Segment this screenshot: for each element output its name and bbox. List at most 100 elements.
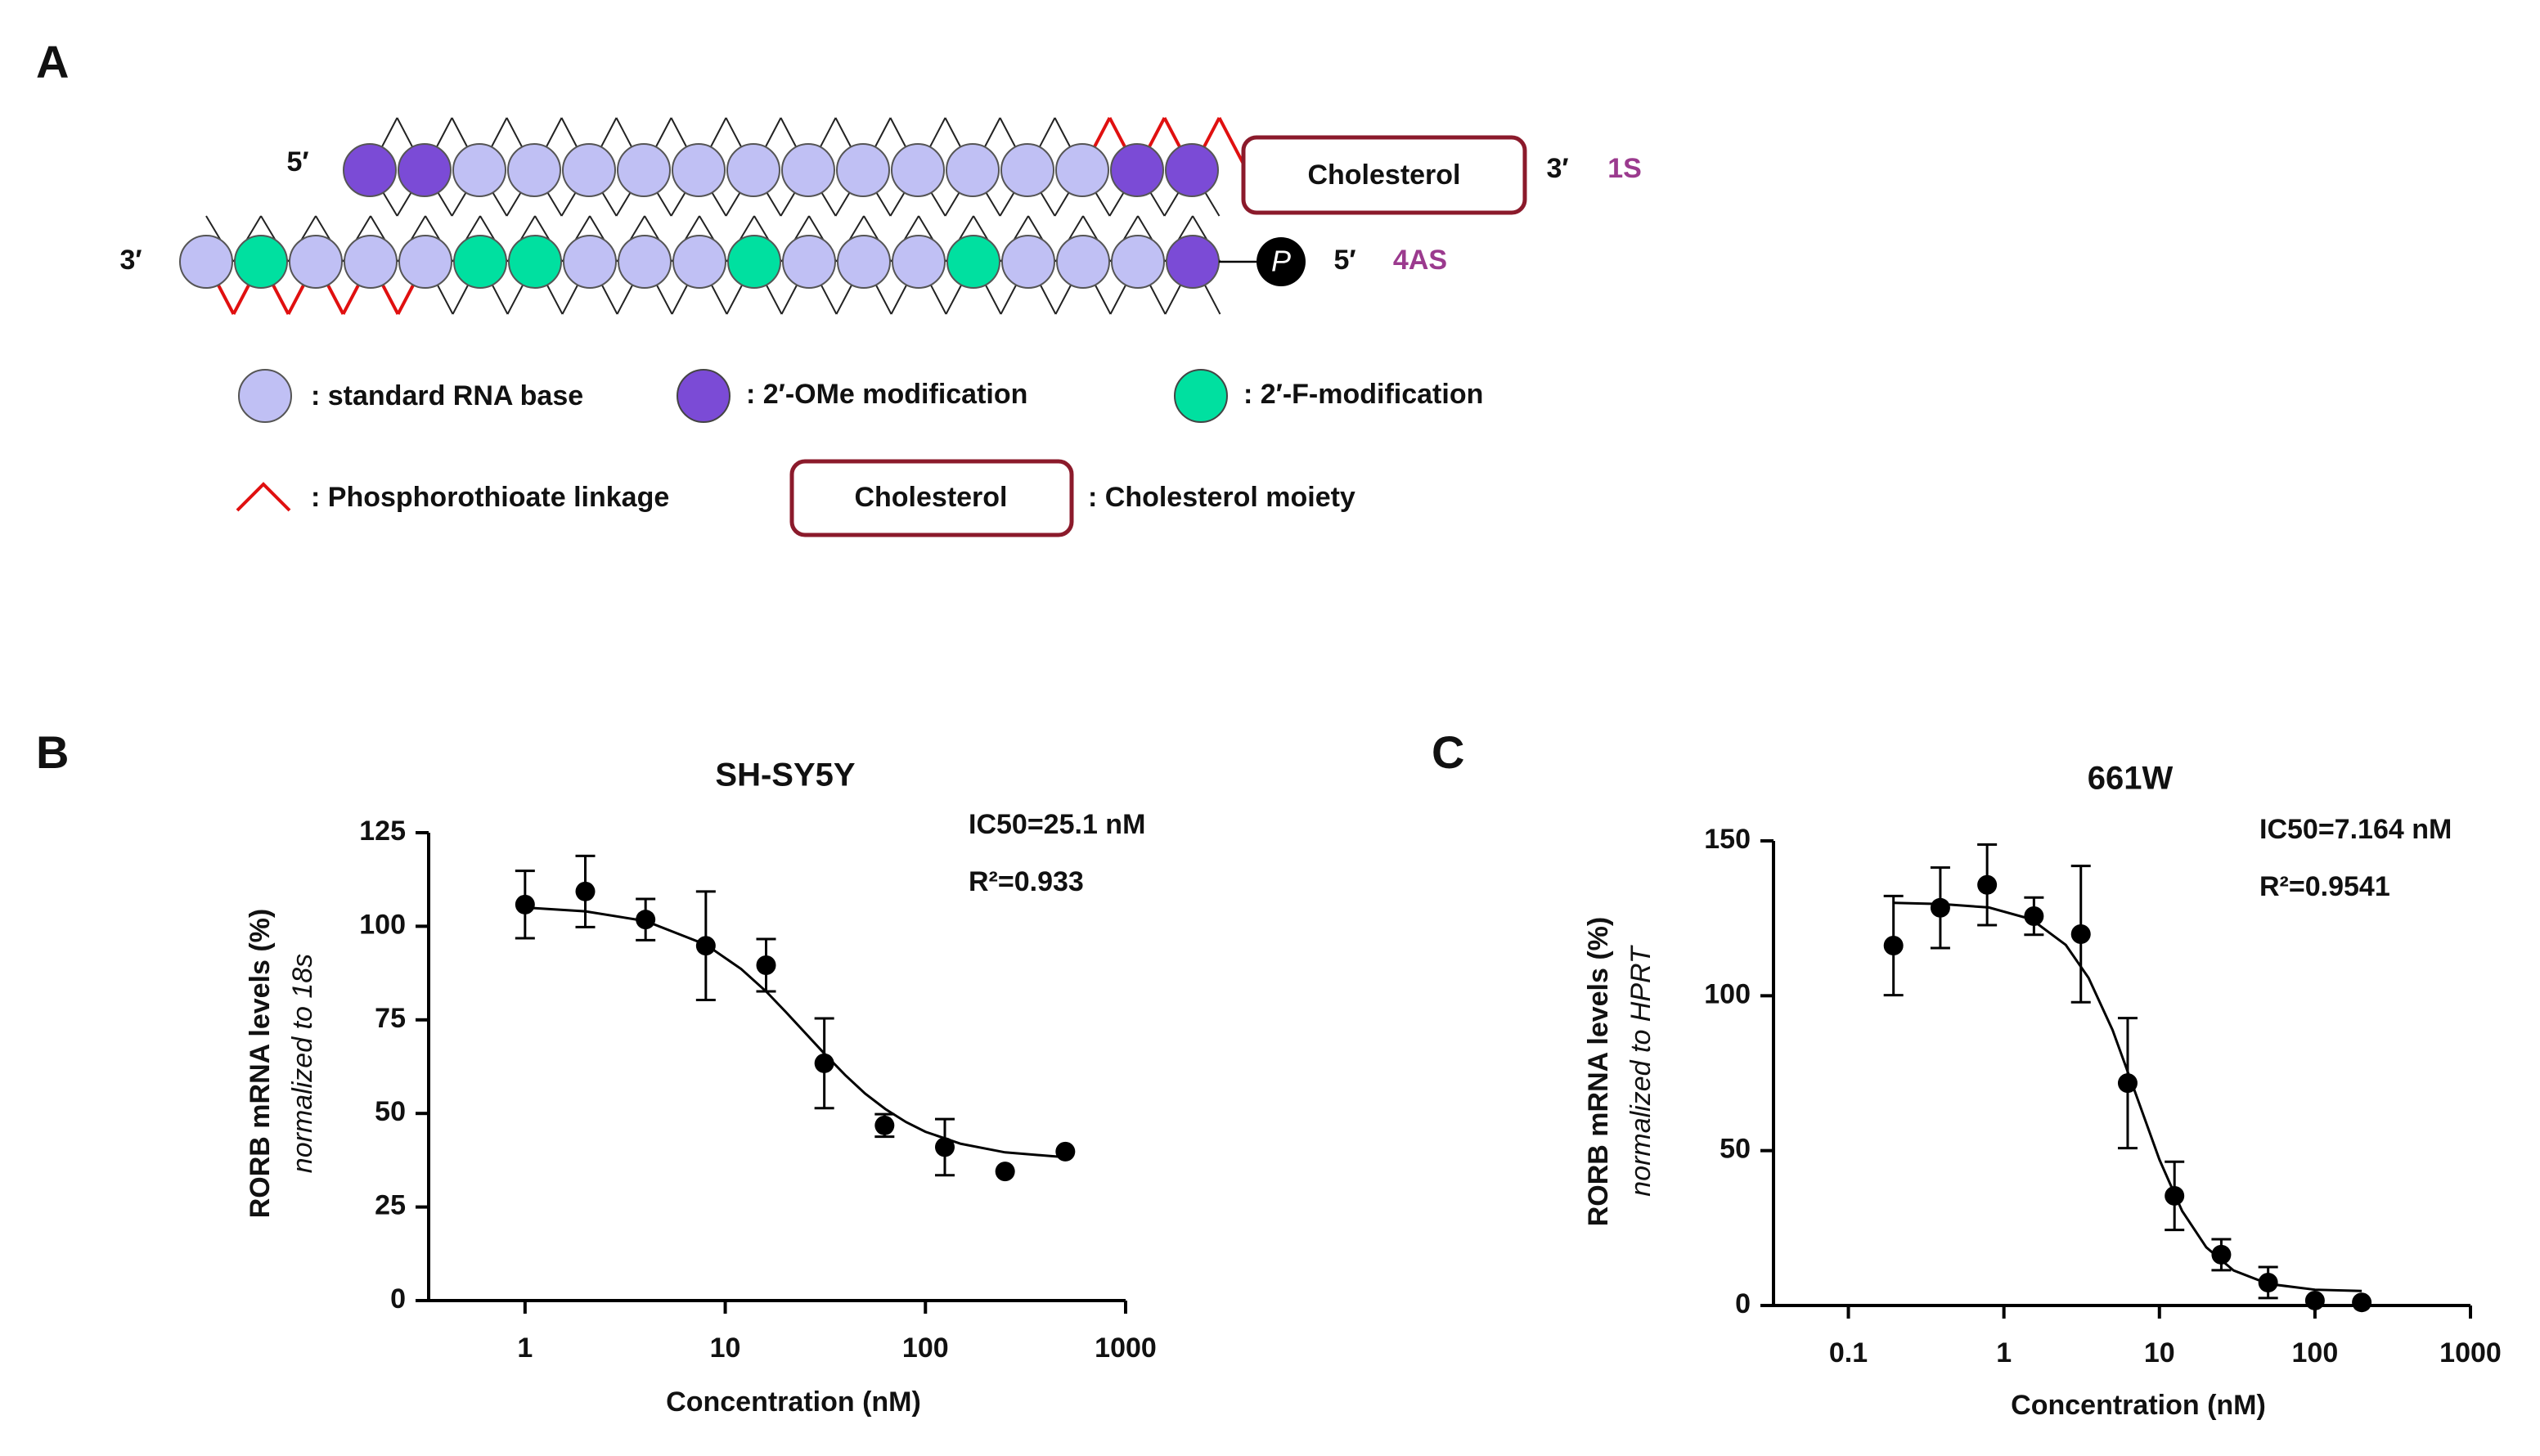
bases: [179, 143, 1220, 289]
base: [398, 235, 452, 289]
y-tick-label: 50: [1720, 1134, 1751, 1165]
five-prime: 5′: [286, 146, 308, 178]
legend-text: : Cholesterol moiety: [1088, 482, 1355, 513]
legend-box: [789, 459, 1074, 537]
x-tick-label: 1: [517, 1332, 533, 1364]
strand-name: 4AS: [1393, 245, 1447, 276]
fit-curve: [524, 906, 1066, 1159]
data-point: [575, 881, 596, 901]
chart: C 661W IC50=7.164 nM R²=0.9541 Concentration…: [1432, 726, 2502, 1421]
base: [1000, 143, 1054, 197]
y-tick-label: 50: [375, 1096, 406, 1127]
five-prime: 5′: [1333, 245, 1355, 276]
base: [781, 143, 835, 197]
data-point: [934, 1137, 955, 1157]
base: [563, 235, 617, 289]
data-point: [995, 1162, 1015, 1182]
x-tick-label: 100: [2292, 1337, 2339, 1368]
legend-fluoro: [1174, 369, 1228, 423]
base: [946, 235, 1000, 289]
base: [343, 143, 397, 197]
data-point: [1977, 874, 1998, 895]
data-point: [636, 910, 656, 930]
base: [289, 235, 343, 289]
base: [1001, 235, 1055, 289]
data-point: [2304, 1290, 2325, 1310]
x-tick-label: 1000: [1095, 1332, 1157, 1364]
data-point: [515, 894, 535, 914]
legend-text: : standard RNA base: [311, 380, 583, 411]
chart: B SH-SY5Y IC50=25.1 nM R²=0.933 Concentratio…: [36, 726, 1157, 1418]
base: [344, 235, 398, 289]
legend-text: : 2′-OMe modification: [746, 379, 1027, 410]
base: [562, 143, 616, 197]
data-point: [2070, 923, 2091, 944]
annotation: IC50=7.164 nM: [2259, 814, 2452, 845]
base: [1056, 235, 1110, 289]
y-tick-label: 0: [1735, 1288, 1751, 1319]
legend-text: : Phosphorothioate linkage: [311, 482, 669, 513]
phosphate-label: P: [1271, 245, 1291, 278]
base: [672, 235, 726, 289]
chart-title: 661W: [2088, 761, 2174, 797]
y-axis-sublabel: normalized to HPRT: [1625, 945, 1657, 1197]
base: [453, 235, 507, 289]
data-point: [2024, 906, 2044, 927]
y-axis-label: RORB mRNA levels (%): [245, 909, 276, 1218]
data-point: [1883, 935, 1904, 955]
base: [837, 235, 891, 289]
x-tick-label: 1: [1996, 1337, 2012, 1368]
base: [234, 235, 288, 289]
panel-letter: B: [36, 726, 69, 778]
y-axis-sublabel: normalized to 18s: [287, 954, 318, 1173]
base: [618, 235, 672, 289]
base: [179, 235, 233, 289]
y-axis-label: RORB mRNA levels (%): [1583, 917, 1614, 1226]
conjugate: Cholesterol: [1307, 160, 1460, 191]
data-point: [1055, 1141, 1076, 1162]
base: [617, 143, 671, 197]
data-point: [814, 1053, 834, 1073]
cholesterol-box: [1241, 135, 1527, 215]
data-point: [2352, 1292, 2372, 1313]
base: [782, 235, 836, 289]
base: [726, 143, 780, 197]
y-tick-label: 75: [375, 1003, 406, 1034]
base: [508, 235, 562, 289]
annotation: R²=0.9541: [2259, 871, 2390, 902]
data-point: [2211, 1244, 2232, 1265]
base: [452, 143, 506, 197]
phosphate: [1257, 237, 1306, 286]
base: [1111, 235, 1165, 289]
base: [507, 143, 561, 197]
base: [836, 143, 890, 197]
base: [727, 235, 781, 289]
strand-name: 1S: [1607, 153, 1642, 184]
data-point: [2258, 1272, 2278, 1292]
x-axis-label: Concentration (nM): [2011, 1390, 2266, 1421]
x-tick-label: 0.1: [1829, 1337, 1868, 1368]
base: [1055, 143, 1109, 197]
base: [1166, 235, 1220, 289]
y-tick-label: 0: [390, 1283, 406, 1314]
panel-letter: A: [36, 36, 69, 88]
legend-ome: [677, 369, 731, 423]
legend-rna: [238, 369, 292, 423]
data-point: [756, 955, 776, 975]
chart-title: SH-SY5Y: [715, 757, 855, 793]
y-tick-label: 125: [359, 816, 406, 847]
base: [892, 235, 946, 289]
fit-curve: [1893, 901, 2362, 1292]
legend-text: Cholesterol: [854, 482, 1007, 513]
y-tick-label: 150: [1704, 824, 1751, 855]
base: [398, 143, 452, 197]
x-tick-label: 10: [2144, 1337, 2175, 1368]
y-tick-label: 25: [375, 1190, 406, 1221]
y-tick-label: 100: [359, 909, 406, 940]
x-tick-label: 10: [710, 1332, 741, 1364]
three-prime: 3′: [1546, 153, 1568, 184]
base: [672, 143, 726, 197]
base: [891, 143, 945, 197]
